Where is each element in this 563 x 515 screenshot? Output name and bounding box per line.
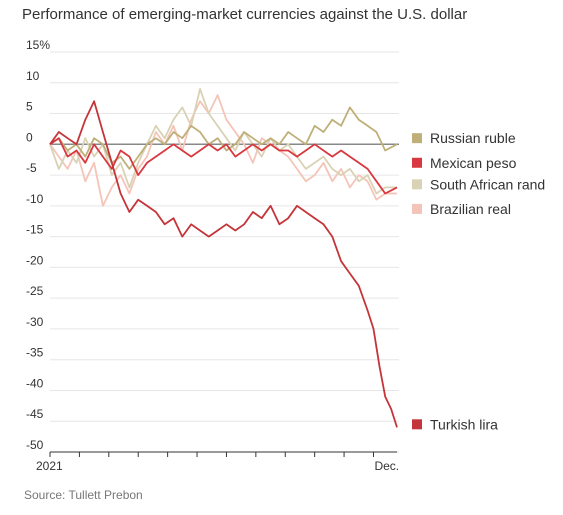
legend-swatch: [412, 203, 422, 214]
y-tick-label: 5: [26, 100, 33, 114]
y-tick-label: -10: [26, 192, 44, 206]
y-tick-label: 0: [26, 130, 33, 144]
y-tick-label: 10: [26, 69, 40, 83]
legend-swatch: [412, 419, 422, 430]
series-line-mexican-peso: [49, 137, 398, 195]
y-tick-label: -5: [26, 161, 37, 175]
gridlines: [50, 51, 399, 453]
series-line-russian-ruble: [49, 106, 398, 170]
legend-label: South African rand: [430, 176, 545, 192]
legend-swatch: [412, 179, 422, 190]
legend-swatch: [412, 157, 422, 168]
x-tick-label: Dec.: [374, 459, 399, 473]
legend-label: Brazilian real: [430, 201, 511, 217]
chart-title: Performance of emerging-market currencie…: [22, 6, 468, 23]
x-axis: 2021 Dec.: [36, 451, 399, 473]
legend-label: Mexican peso: [430, 155, 517, 171]
legend-swatch: [412, 133, 422, 144]
series-line-south-african-rand: [49, 88, 397, 195]
y-tick-label: -45: [26, 407, 44, 421]
source-note: Source: Tullett Prebon: [24, 488, 143, 502]
y-tick-label: -35: [26, 346, 44, 360]
series-line-turkish-lira: [49, 100, 398, 428]
series-line-brazilian-real: [49, 94, 397, 207]
series-lines: [49, 88, 398, 428]
y-tick-label: -30: [26, 315, 44, 329]
y-tick-label: 15%: [26, 38, 50, 52]
y-axis-ticks: 15% 10 5 0 -5 -10 -15 -20 -25 -30 -35 -40 -45 -50: [26, 38, 50, 452]
x-tick-label: 2021: [36, 459, 63, 473]
y-tick-label: -25: [26, 284, 44, 298]
y-tick-label: -40: [26, 376, 44, 390]
legend-label: Turkish lira: [430, 416, 498, 432]
y-tick-label: -20: [26, 253, 44, 267]
legend-label: Russian ruble: [430, 130, 516, 146]
legend: Brazilian real South African rand Russian …: [412, 130, 545, 432]
y-tick-label: -50: [26, 438, 44, 452]
y-tick-label: -15: [26, 223, 44, 237]
